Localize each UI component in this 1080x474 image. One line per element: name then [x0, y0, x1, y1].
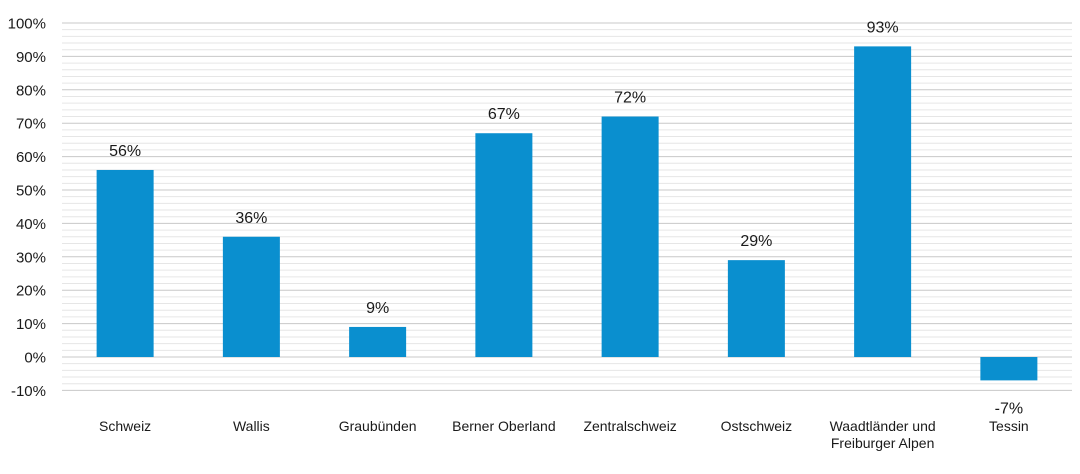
- x-tick-label: Freiburger Alpen: [831, 435, 935, 451]
- bar: [727, 260, 785, 357]
- data-label: 67%: [488, 106, 520, 123]
- bars: [96, 46, 1038, 381]
- y-tick-label: 90%: [16, 49, 46, 66]
- y-tick-label: 40%: [16, 216, 46, 233]
- y-tick-label: 100%: [8, 16, 46, 33]
- data-label: -7%: [995, 400, 1023, 417]
- y-tick-label: 70%: [16, 116, 46, 133]
- bar: [980, 357, 1038, 381]
- y-tick-label: 0%: [24, 350, 46, 367]
- y-tick-label: 20%: [16, 283, 46, 300]
- x-tick-label: Waadtländer und: [830, 418, 936, 434]
- major-gridlines: [62, 22, 1072, 391]
- bar: [222, 236, 280, 357]
- x-tick-label: Berner Oberland: [452, 418, 556, 434]
- data-label: 56%: [109, 143, 141, 160]
- data-labels: 56% 36% 9% 67% 72% 29% 93% -7%: [109, 19, 1023, 417]
- y-tick-label: 50%: [16, 183, 46, 200]
- minor-gridlines: [62, 29, 1072, 385]
- y-tick-label: 30%: [16, 249, 46, 266]
- x-axis: Schweiz Wallis Graubünden Berner Oberland Ze…: [99, 418, 1029, 451]
- y-tick-label: 10%: [16, 316, 46, 333]
- x-tick-label: Zentralschweiz: [583, 418, 676, 434]
- bar: [475, 133, 533, 357]
- data-label: 36%: [235, 210, 267, 227]
- y-tick-label: 80%: [16, 82, 46, 99]
- data-label: 9%: [366, 300, 389, 317]
- x-tick-label: Graubünden: [339, 418, 417, 434]
- data-label: 72%: [614, 90, 646, 107]
- x-tick-label: Tessin: [989, 418, 1029, 434]
- x-tick-label: Ostschweiz: [721, 418, 793, 434]
- x-tick-label: Schweiz: [99, 418, 151, 434]
- data-label: 93%: [867, 19, 899, 36]
- y-axis: -10% 0% 10% 20% 30% 40% 50% 60% 70% 80% 90% 100%: [8, 16, 46, 400]
- y-tick-label: 60%: [16, 149, 46, 166]
- bar: [349, 326, 407, 357]
- bar: [854, 46, 912, 357]
- y-tick-label: -10%: [11, 383, 46, 400]
- bar: [601, 116, 659, 358]
- bar: [96, 169, 154, 357]
- data-label: 29%: [740, 233, 772, 250]
- x-tick-label: Wallis: [233, 418, 270, 434]
